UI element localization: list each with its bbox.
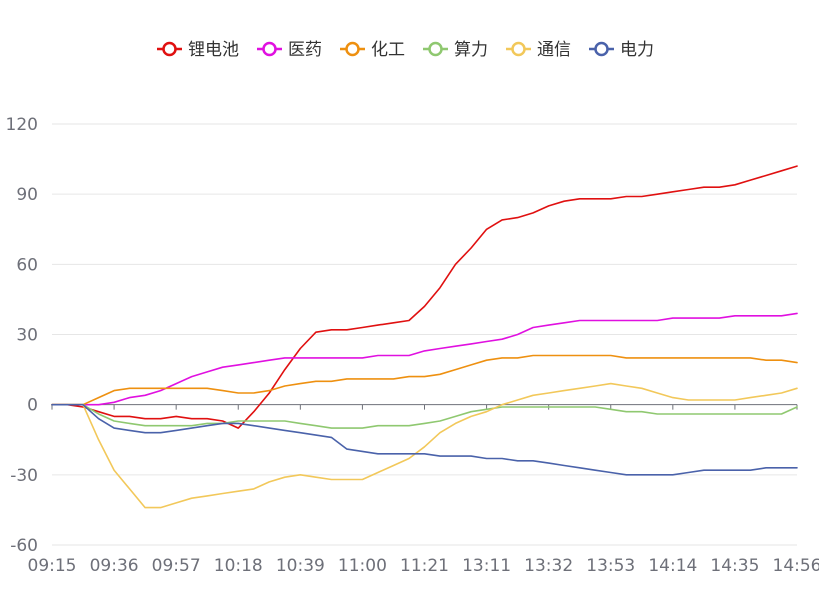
- legend-circle-icon: [511, 41, 526, 57]
- axes: -60 -30 0 30 60 90 120 09:15 09:36 09:57 10:18 10:3…: [6, 115, 819, 576]
- series-line-通信: [51, 382, 798, 509]
- x-tick-label: 13:32: [524, 556, 573, 576]
- legend-item-锂电池[interactable]: 锂电池: [157, 40, 239, 60]
- y-tick-label: 0: [27, 396, 38, 416]
- x-tick-label: 10:39: [276, 556, 325, 576]
- x-tick-label: 11:21: [400, 556, 449, 576]
- legend-circle-icon: [162, 41, 177, 57]
- legend-item-算力[interactable]: 算力: [423, 40, 488, 60]
- legend-item-电力[interactable]: 电力: [589, 40, 654, 60]
- y-tick-label: -60: [10, 536, 38, 556]
- x-tick-label: 13:53: [586, 556, 635, 576]
- series-line-锂电池: [51, 165, 798, 429]
- x-tick-label: 14:56: [773, 556, 819, 576]
- x-tick-label: 09:36: [90, 556, 139, 576]
- legend-item-通信[interactable]: 通信: [506, 40, 571, 60]
- y-tick-label: -30: [10, 466, 38, 486]
- y-tick-label: 60: [16, 255, 38, 275]
- y-tick-label: 90: [16, 185, 38, 205]
- x-tick-label: 14:14: [648, 556, 697, 576]
- x-tick-label: 10:18: [214, 556, 263, 576]
- legend-label: 算力: [454, 40, 488, 60]
- legend-label: 化工: [371, 40, 405, 60]
- x-tick-label: 09:15: [28, 556, 77, 576]
- legend-label: 锂电池: [188, 40, 239, 60]
- x-tick-label: 11:00: [338, 556, 387, 576]
- series-line-算力: [51, 403, 798, 429]
- legend-item-医药[interactable]: 医药: [257, 40, 322, 60]
- grid-lines: [52, 123, 797, 546]
- legend-label: 医药: [288, 40, 322, 60]
- legend-circle-icon: [262, 41, 277, 57]
- y-tick-label: 30: [16, 326, 38, 346]
- legend-circle-icon: [345, 41, 360, 57]
- legend-circle-icon: [594, 41, 609, 57]
- legend-item-化工[interactable]: 化工: [340, 40, 405, 60]
- series-line-电力: [51, 403, 798, 476]
- series-line-医药: [51, 312, 798, 406]
- x-tick-label: 09:57: [152, 556, 201, 576]
- legend-label: 电力: [620, 40, 654, 60]
- x-tick-label: 13:11: [462, 556, 511, 576]
- series-lines: [51, 165, 798, 509]
- y-tick-label: 120: [6, 115, 38, 135]
- legend-circle-icon: [428, 41, 443, 57]
- x-tick-label: 14:35: [710, 556, 759, 576]
- series-line-化工: [51, 354, 798, 406]
- legend: 锂电池 医药 化工 算力 通信 电力: [157, 40, 654, 60]
- legend-label: 通信: [537, 40, 571, 60]
